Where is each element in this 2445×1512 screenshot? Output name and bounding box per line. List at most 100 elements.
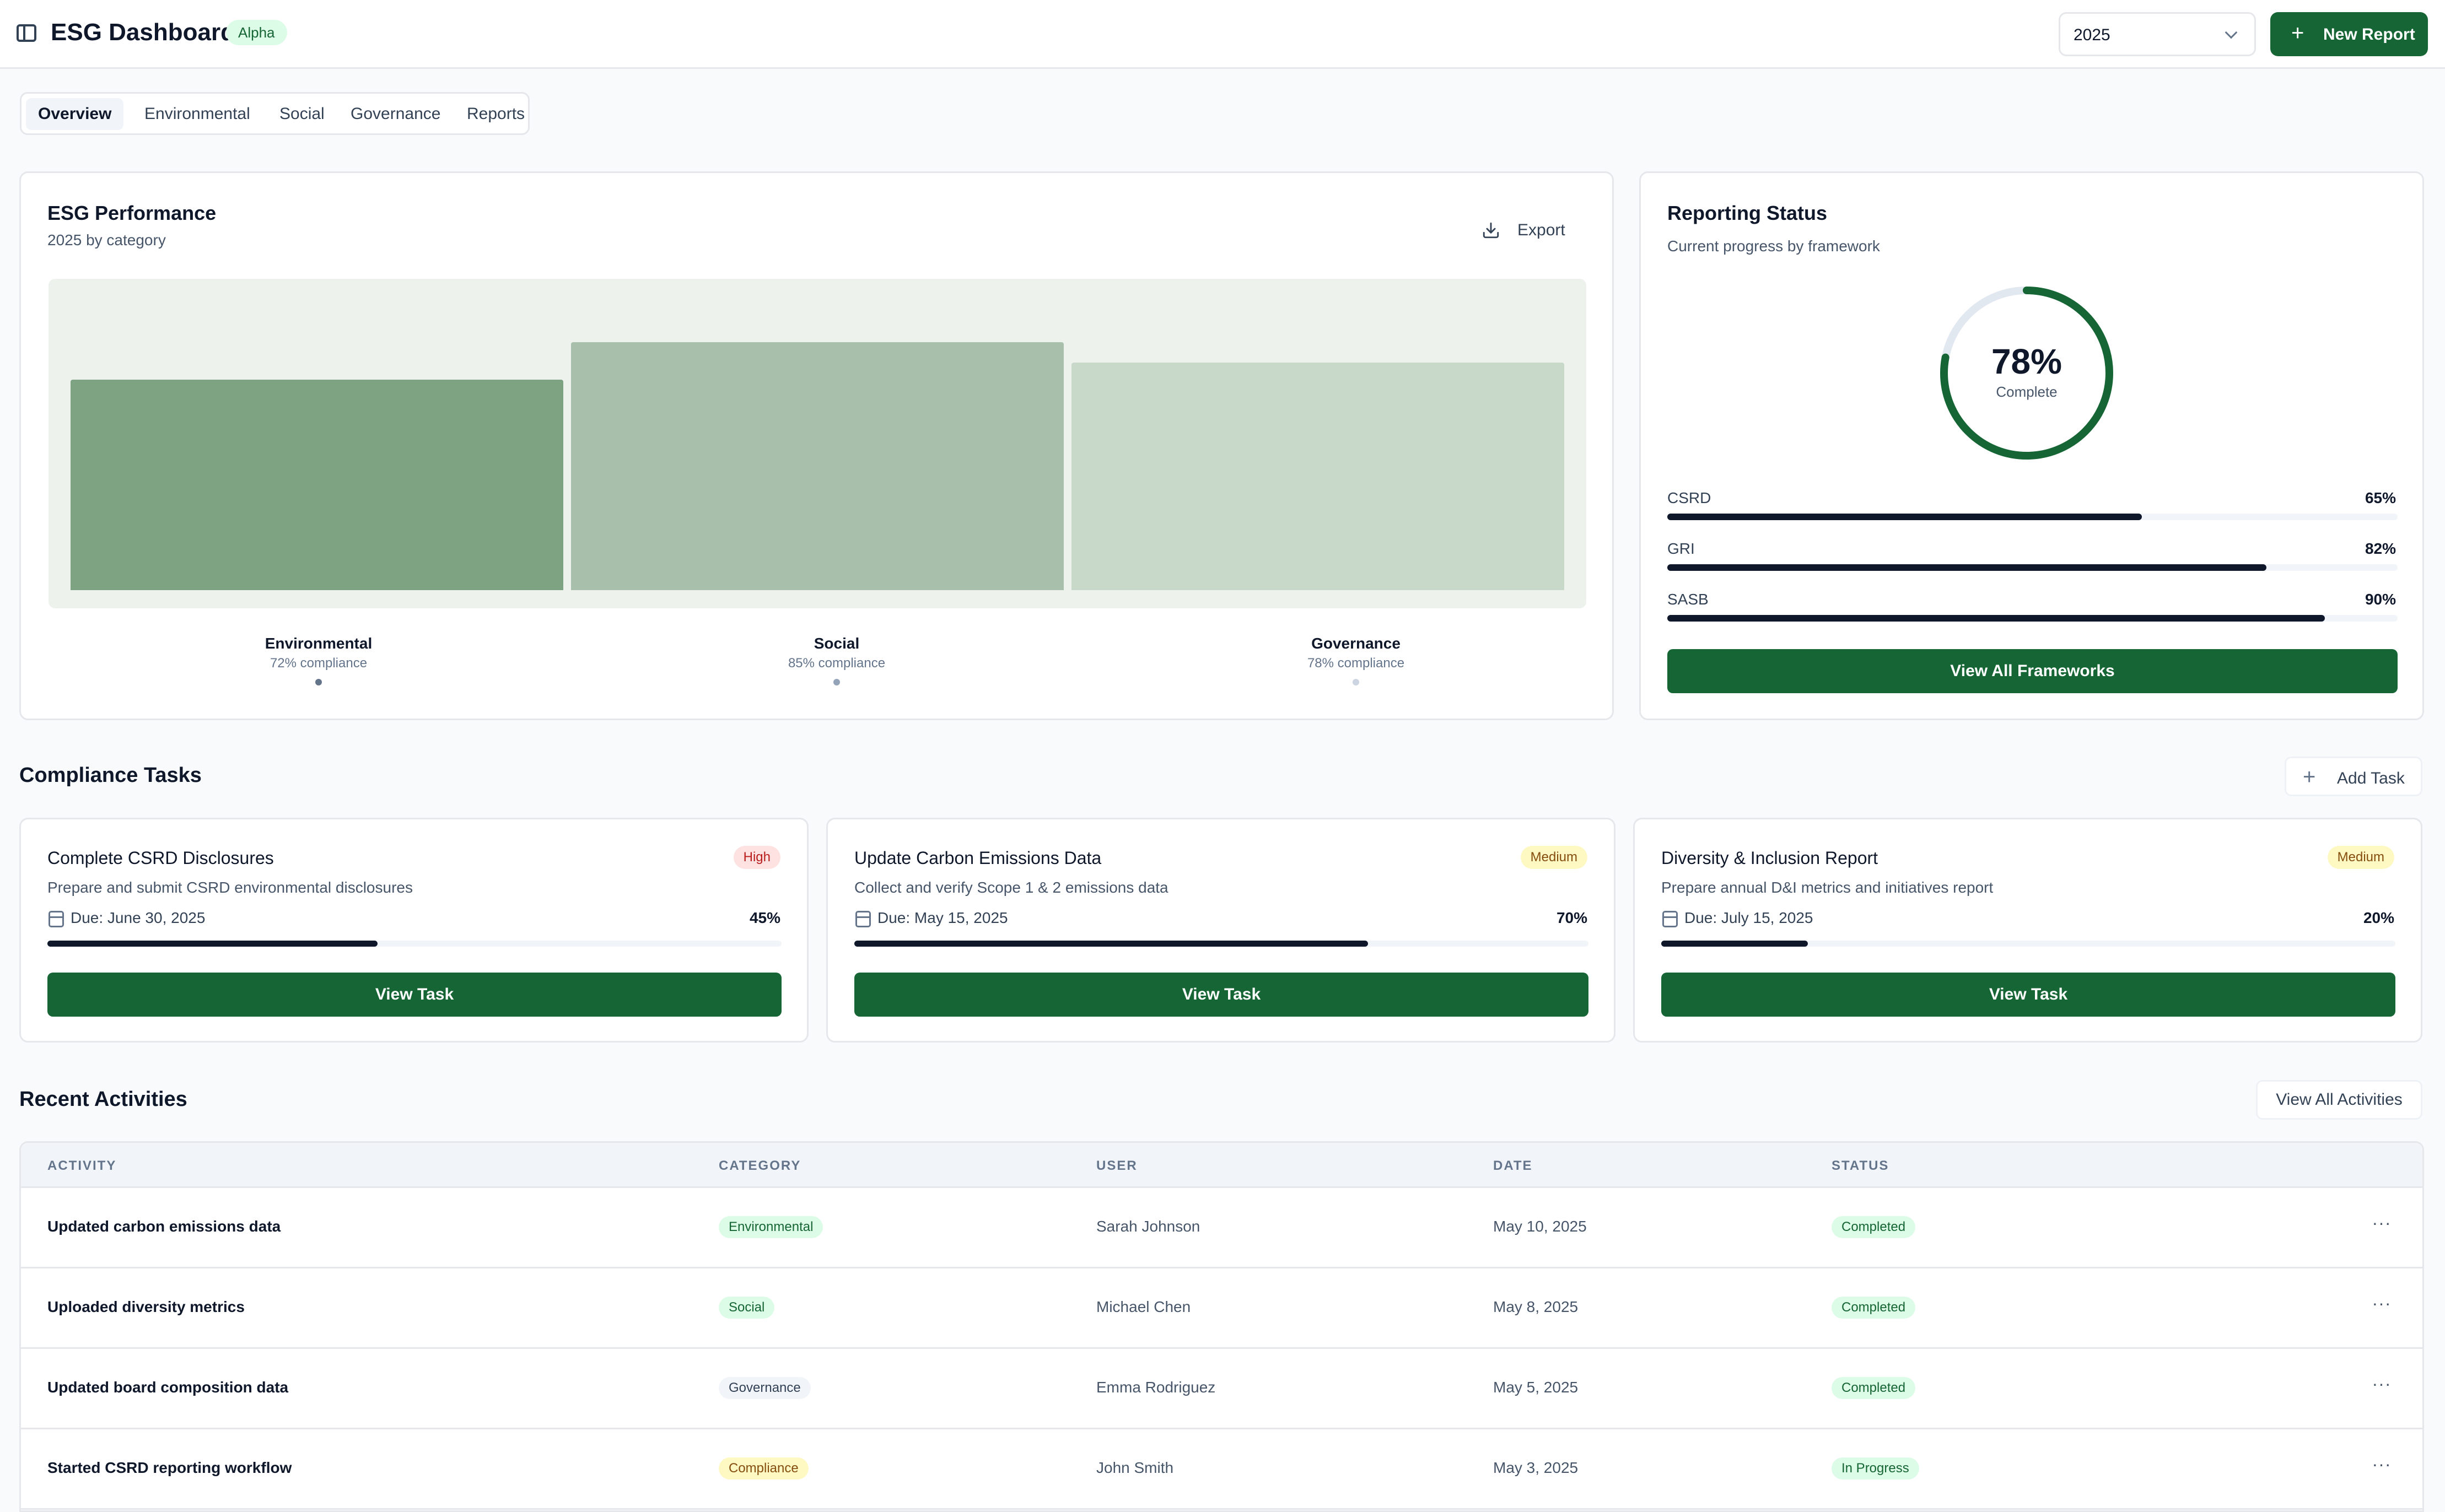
framework-name-csrd: CSRD xyxy=(1667,489,1711,506)
framework-fill-csrd xyxy=(1667,514,2142,520)
reporting-status-subtitle: Current progress by framework xyxy=(1667,237,1880,255)
status-badge: Completed xyxy=(1832,1377,1916,1399)
column-header-category: CATEGORY xyxy=(719,1158,801,1173)
table-row[interactable]: Uploaded diversity metrics Social Michae… xyxy=(21,1268,2422,1349)
priority-badge: Medium xyxy=(1520,846,1587,869)
tab-governance[interactable]: Governance xyxy=(351,105,441,123)
view-task-button[interactable]: View Task xyxy=(47,973,782,1017)
activity-date: May 8, 2025 xyxy=(1493,1298,1579,1315)
framework-name-gri: GRI xyxy=(1667,540,1695,557)
task-progress-label: 20% xyxy=(2363,909,2394,926)
download-icon xyxy=(1483,222,1499,239)
year-select-value: 2025 xyxy=(2074,26,2110,44)
task-progress-fill xyxy=(1661,941,1808,947)
category-label-governance: Governance xyxy=(1311,635,1401,652)
year-select[interactable]: 2025 xyxy=(2059,12,2256,56)
add-task-label: Add Task xyxy=(2337,769,2405,787)
top-header: ESG Dashboard Alpha 2025 + New Report xyxy=(0,0,2445,69)
activity-name: Uploaded diversity metrics xyxy=(47,1298,245,1315)
bar-environmental[interactable] xyxy=(71,380,563,590)
activity-user: Michael Chen xyxy=(1096,1298,1191,1315)
task-due-date: Due: June 30, 2025 xyxy=(71,909,206,926)
activity-name: Updated board composition data xyxy=(47,1379,289,1396)
task-progress-label: 70% xyxy=(1556,909,1587,926)
task-card: Complete CSRD Disclosures High Prepare a… xyxy=(19,818,809,1043)
activity-date: May 10, 2025 xyxy=(1493,1218,1587,1235)
app-title: ESG Dashboard xyxy=(51,19,235,46)
view-all-activities-button[interactable]: View All Activities xyxy=(2256,1080,2422,1120)
plus-icon: + xyxy=(2291,21,2304,45)
calendar-icon xyxy=(855,911,871,927)
tab-bar: Overview Environmental Social Governance… xyxy=(20,92,530,135)
activity-name: Updated carbon emissions data xyxy=(47,1218,281,1235)
task-title: Diversity & Inclusion Report xyxy=(1661,848,1878,868)
activity-date: May 5, 2025 xyxy=(1493,1379,1579,1396)
view-task-button[interactable]: View Task xyxy=(1661,973,2395,1017)
task-description: Prepare annual D&I metrics and initiativ… xyxy=(1661,879,1994,896)
category-compliance-governance: 78% compliance xyxy=(1307,656,1405,671)
category-compliance-environmental: 72% compliance xyxy=(270,656,368,671)
bar-governance[interactable] xyxy=(1071,362,1564,590)
task-due-date: Due: July 15, 2025 xyxy=(1684,909,1813,926)
tab-environmental[interactable]: Environmental xyxy=(144,105,250,123)
esg-performance-chart xyxy=(49,279,1586,608)
view-all-frameworks-button[interactable]: View All Frameworks xyxy=(1667,649,2398,693)
priority-badge: Medium xyxy=(2327,846,2394,869)
esg-performance-title: ESG Performance xyxy=(47,202,217,224)
task-description: Prepare and submit CSRD environmental di… xyxy=(47,879,413,896)
priority-badge: High xyxy=(733,846,780,869)
calendar-icon xyxy=(1662,911,1678,927)
reporting-status-card: Reporting Status Current progress by fra… xyxy=(1639,171,2424,720)
view-task-button[interactable]: View Task xyxy=(854,973,1588,1017)
tab-reports[interactable]: Reports xyxy=(467,105,525,123)
more-options-icon[interactable]: ··· xyxy=(2372,1213,2392,1233)
task-title: Complete CSRD Disclosures xyxy=(47,848,274,868)
category-compliance-social: 85% compliance xyxy=(788,656,886,671)
activity-user: Emma Rodriguez xyxy=(1096,1379,1216,1396)
table-row[interactable]: Started CSRD reporting workflow Complian… xyxy=(21,1429,2422,1510)
task-progress-bar xyxy=(47,941,782,947)
category-badge: Environmental xyxy=(719,1216,823,1238)
new-report-button[interactable]: + New Report xyxy=(2270,12,2428,56)
column-header-user: USER xyxy=(1096,1158,1138,1173)
more-options-icon[interactable]: ··· xyxy=(2372,1454,2392,1474)
tab-overview[interactable]: Overview xyxy=(26,98,124,130)
category-label-environmental: Environmental xyxy=(265,635,373,652)
task-progress-bar xyxy=(854,941,1588,947)
chevron-down-icon xyxy=(2225,26,2238,39)
export-button[interactable]: Export xyxy=(1482,214,1592,247)
calendar-icon xyxy=(49,911,64,927)
activity-date: May 3, 2025 xyxy=(1493,1459,1579,1476)
overall-caption: Complete xyxy=(1996,384,2058,400)
column-header-activity: ACTIVITY xyxy=(47,1158,117,1173)
overall-percent: 78% xyxy=(1991,342,2062,381)
tab-social[interactable]: Social xyxy=(279,105,325,123)
ring-progress xyxy=(1940,287,2113,460)
table-row[interactable]: Updated board composition data Governanc… xyxy=(21,1349,2422,1429)
plus-icon: + xyxy=(2303,765,2316,789)
bar-social[interactable] xyxy=(571,342,1064,590)
column-header-date: DATE xyxy=(1493,1158,1533,1173)
esg-performance-card: ESG Performance 2025 by category Export … xyxy=(19,171,1614,720)
task-card: Update Carbon Emissions Data Medium Coll… xyxy=(826,818,1615,1043)
more-options-icon[interactable]: ··· xyxy=(2372,1374,2392,1394)
reporting-status-title: Reporting Status xyxy=(1667,202,1828,224)
task-description: Collect and verify Scope 1 & 2 emissions… xyxy=(854,879,1168,896)
table-row[interactable]: Updated carbon emissions data Environmen… xyxy=(21,1188,2422,1268)
column-header-status: STATUS xyxy=(1832,1158,1889,1173)
category-badge: Governance xyxy=(719,1377,811,1399)
esg-performance-subtitle: 2025 by category xyxy=(47,231,166,249)
category-label-social: Social xyxy=(814,635,860,652)
sidebar-toggle-icon[interactable] xyxy=(17,24,36,42)
add-task-button[interactable]: + Add Task xyxy=(2285,757,2422,796)
framework-fill-gri xyxy=(1667,564,2266,571)
status-badge: Completed xyxy=(1832,1216,1916,1238)
task-title: Update Carbon Emissions Data xyxy=(854,848,1102,868)
more-options-icon[interactable]: ··· xyxy=(2372,1293,2392,1313)
task-progress-bar xyxy=(1661,941,2395,947)
status-badge: Completed xyxy=(1832,1297,1916,1319)
category-badge: Compliance xyxy=(719,1457,809,1479)
framework-progress-sasb xyxy=(1667,615,2398,622)
completion-ring xyxy=(1940,287,2113,460)
